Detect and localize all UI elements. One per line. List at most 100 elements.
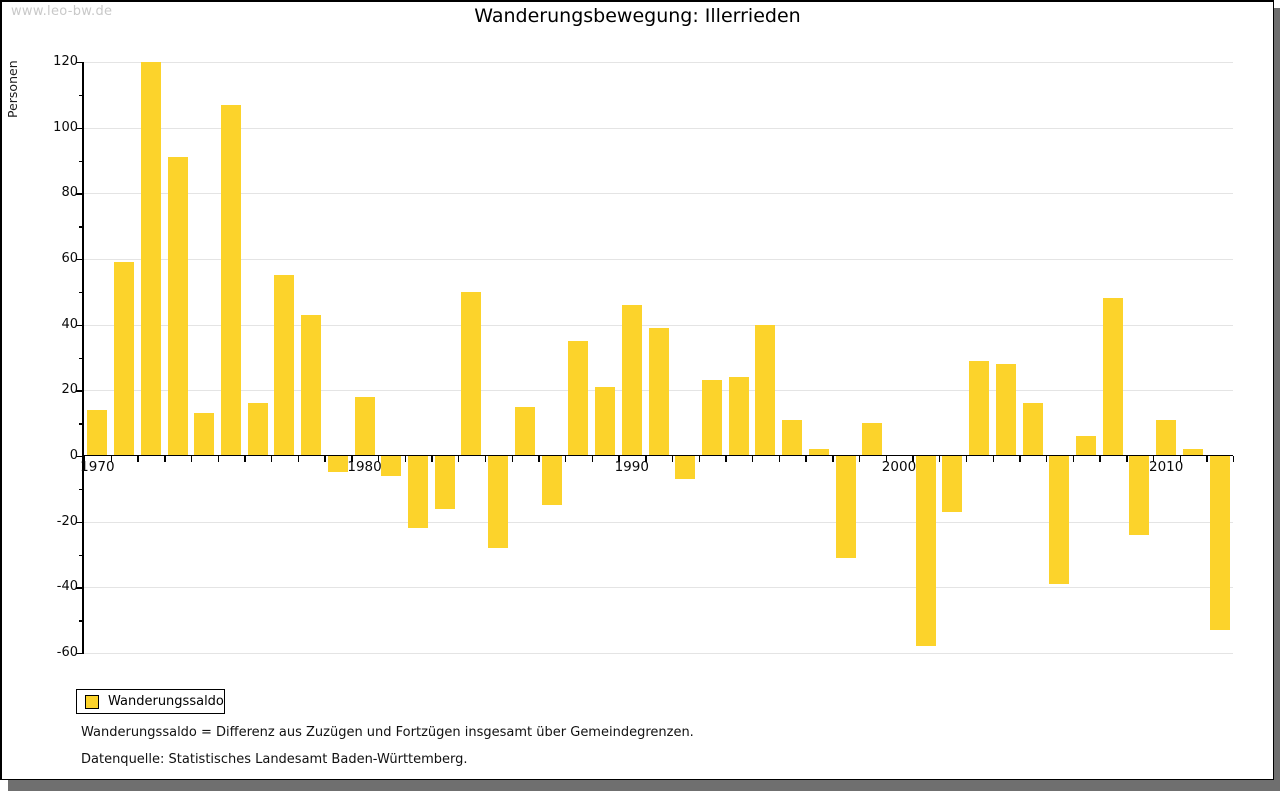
x-tick	[618, 456, 620, 462]
gridline	[84, 653, 1233, 654]
bar	[1156, 419, 1177, 456]
gridline	[84, 587, 1233, 589]
watermark: www.leo-bw.de	[11, 4, 113, 19]
bar	[1076, 436, 1097, 456]
x-tick-label: 1980	[347, 458, 382, 475]
y-tick-minor	[79, 554, 84, 556]
legend-label: Wanderungssaldo	[108, 694, 224, 709]
bar	[327, 456, 348, 473]
gridline	[84, 193, 1233, 195]
y-tick	[76, 127, 84, 130]
x-tick	[725, 456, 727, 462]
x-tick	[912, 456, 914, 462]
x-tick	[404, 456, 407, 462]
y-tick-label: 100	[53, 119, 78, 135]
window-shadow-bottom	[8, 780, 1280, 791]
bar	[808, 449, 829, 456]
x-tick	[484, 456, 487, 462]
y-tick-minor	[79, 423, 84, 425]
x-tick	[377, 456, 380, 462]
x-tick	[671, 456, 674, 462]
x-tick	[511, 456, 513, 462]
y-tick	[76, 62, 84, 64]
bar	[140, 62, 161, 456]
y-tick	[76, 587, 84, 589]
legend-swatch-icon	[85, 694, 99, 709]
x-tick	[778, 456, 781, 462]
bar	[835, 456, 856, 558]
x-tick	[1072, 456, 1075, 462]
bar	[595, 387, 616, 456]
y-tick-label: 120	[53, 54, 78, 69]
x-tick-label: 1970	[80, 458, 115, 475]
bar	[434, 456, 455, 509]
x-tick	[1152, 456, 1155, 462]
page-title: Wanderungsbewegung: Illerrieden	[474, 5, 801, 27]
bar	[408, 456, 428, 529]
bar	[247, 403, 268, 456]
gridline	[84, 324, 1233, 326]
y-tick-label: -40	[56, 579, 78, 595]
bar	[648, 327, 669, 456]
x-tick	[538, 456, 540, 462]
footnote-definition: Wanderungssaldo = Differenz aus Zuzügen …	[81, 725, 694, 740]
x-tick-label: 1990	[614, 458, 649, 475]
x-tick	[164, 456, 166, 462]
y-tick-minor	[79, 94, 84, 97]
x-tick	[992, 456, 994, 462]
x-axis-line	[84, 454, 1233, 457]
x-tick	[458, 456, 460, 462]
x-tick	[564, 456, 567, 462]
x-tick-label: 2000	[881, 458, 917, 475]
x-tick	[965, 456, 968, 462]
x-tick	[84, 456, 86, 462]
bar	[675, 456, 696, 479]
x-tick-label: 2010	[1149, 458, 1184, 475]
x-tick	[431, 456, 433, 462]
y-tick	[76, 456, 84, 458]
bar	[461, 291, 482, 456]
bar	[194, 413, 215, 456]
x-tick	[190, 456, 193, 462]
bar	[1129, 456, 1150, 535]
footnote-source: Datenquelle: Statistisches Landesamt Bad…	[81, 752, 468, 767]
bar	[701, 380, 722, 456]
x-tick	[698, 456, 700, 462]
bar	[969, 360, 990, 456]
y-tick	[76, 390, 84, 392]
gridline	[84, 127, 1233, 129]
bar	[274, 275, 295, 456]
y-tick	[76, 521, 84, 524]
y-tick-minor	[79, 620, 84, 622]
x-tick	[110, 456, 113, 462]
bar	[942, 456, 963, 512]
x-tick	[805, 456, 807, 462]
bar	[1022, 403, 1043, 456]
x-tick	[271, 456, 273, 462]
x-tick	[1233, 456, 1235, 462]
y-tick-label: 0	[69, 448, 78, 463]
bar	[301, 314, 322, 456]
x-tick	[1126, 456, 1128, 462]
bar	[514, 406, 535, 456]
y-tick	[76, 324, 84, 327]
gridline	[84, 62, 1233, 63]
bar	[220, 104, 241, 456]
x-tick	[1179, 456, 1181, 462]
x-tick	[1099, 456, 1101, 462]
y-tick-label: 40	[61, 316, 78, 332]
y-tick-label: 20	[61, 382, 78, 398]
window-shadow-right	[1274, 8, 1280, 791]
y-tick	[76, 259, 84, 261]
x-tick	[324, 456, 326, 462]
x-tick	[752, 456, 754, 462]
x-tick	[858, 456, 861, 462]
x-tick	[591, 456, 594, 462]
y-tick-label: -20	[56, 513, 78, 529]
bar	[728, 377, 749, 456]
bar	[862, 423, 883, 456]
bar	[1049, 456, 1070, 585]
y-tick-minor	[79, 357, 84, 359]
